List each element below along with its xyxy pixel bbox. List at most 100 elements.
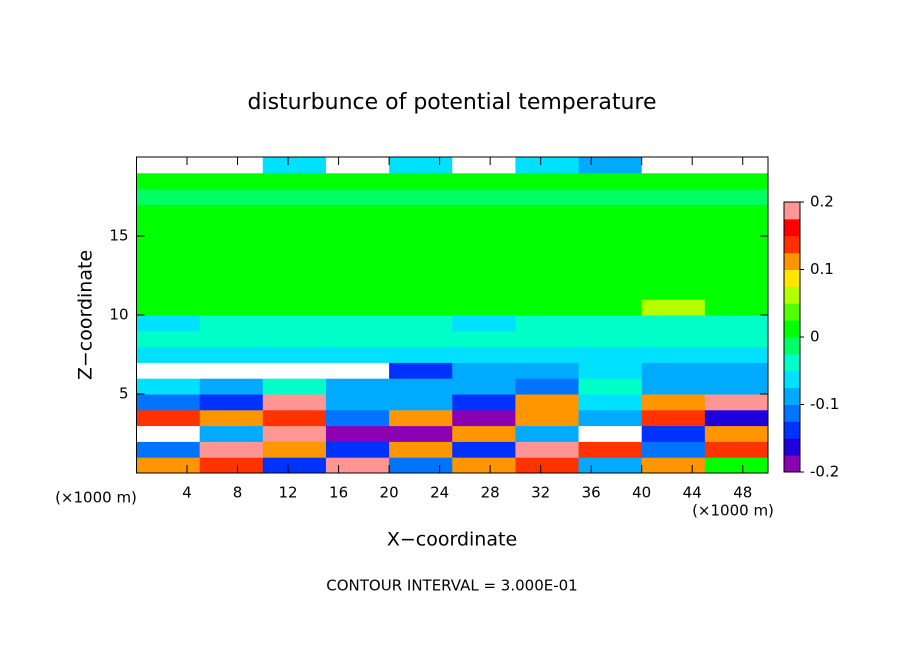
heatmap-cell xyxy=(325,251,390,269)
heatmap-cell xyxy=(704,267,769,284)
heatmap-cell xyxy=(262,362,327,379)
heatmap-cell xyxy=(515,157,580,174)
colorbar-swatch xyxy=(784,370,800,389)
heatmap-cell xyxy=(262,172,327,190)
heatmap-cell xyxy=(578,409,643,427)
heatmap-cell xyxy=(389,267,453,284)
heatmap-cell xyxy=(578,330,643,348)
heatmap-cell xyxy=(452,220,516,237)
colorbar-swatch xyxy=(784,303,800,321)
heatmap-cell xyxy=(704,457,769,474)
x-tick-label: 32 xyxy=(531,484,550,502)
heatmap-cell xyxy=(641,425,706,442)
heatmap-cell xyxy=(136,346,201,363)
heatmap-cell xyxy=(704,220,769,237)
heatmap-cell xyxy=(704,441,769,458)
heatmap-cell xyxy=(389,283,453,300)
heatmap-cell xyxy=(199,457,264,474)
heatmap-cell xyxy=(452,457,516,474)
heatmap-cell xyxy=(389,188,453,205)
heatmap-cell xyxy=(578,236,643,253)
heatmap-cell xyxy=(641,378,706,395)
heatmap-cell xyxy=(389,315,453,332)
heatmap-cell xyxy=(199,220,264,237)
colorbar-tick-label: 0.2 xyxy=(810,193,834,211)
heatmap-cell xyxy=(578,251,643,269)
heatmap-cell xyxy=(389,172,453,190)
colorbar-swatch xyxy=(784,202,800,220)
heatmap-cell xyxy=(704,362,769,379)
heatmap-cell xyxy=(641,251,706,269)
heatmap-cell xyxy=(136,441,201,458)
heatmap-cell xyxy=(325,441,390,458)
heatmap-cell xyxy=(515,457,580,474)
heatmap-cell xyxy=(136,330,201,348)
heatmap-cell xyxy=(325,409,390,427)
colorbar-swatch xyxy=(784,455,800,473)
heatmap-cell xyxy=(199,394,264,411)
heatmap-cell xyxy=(515,378,580,395)
heatmap-cell xyxy=(515,299,580,316)
heatmap-cell xyxy=(389,330,453,348)
heatmap-cell xyxy=(262,299,327,316)
x-tick-label: 36 xyxy=(582,484,601,502)
heatmap-cell xyxy=(262,441,327,458)
x-tick-label: 40 xyxy=(632,484,651,502)
heatmap-cell xyxy=(325,283,390,300)
heatmap-cell xyxy=(325,204,390,221)
heatmap-cell xyxy=(136,204,201,221)
heatmap-cell xyxy=(578,457,643,474)
heatmap-cell xyxy=(578,204,643,221)
x-unit-label: (×1000 m) xyxy=(55,489,137,507)
heatmap-cell xyxy=(389,378,453,395)
colorbar-swatch xyxy=(784,421,800,439)
heatmap-cell xyxy=(325,330,390,348)
x-tick-label: 4 xyxy=(182,484,192,502)
colorbar-swatch xyxy=(784,438,800,456)
heatmap-cell xyxy=(704,236,769,253)
heatmap-cell xyxy=(325,157,390,174)
heatmap-cell xyxy=(136,299,201,316)
heatmap-cell xyxy=(641,394,706,411)
heatmap-cell xyxy=(515,315,580,332)
heatmap-cell xyxy=(641,283,706,300)
heatmap-cell xyxy=(704,315,769,332)
heatmap-cell xyxy=(515,394,580,411)
x-tick-label: 12 xyxy=(279,484,298,502)
colorbar-tick-label: 0.1 xyxy=(810,260,834,278)
heatmap-cell xyxy=(704,157,769,174)
heatmap-cell xyxy=(325,362,390,379)
heatmap-cell xyxy=(136,188,201,205)
heatmap-cell xyxy=(199,299,264,316)
colorbar-swatch xyxy=(784,286,800,304)
heatmap-cell xyxy=(641,330,706,348)
heatmap-cell xyxy=(515,425,580,442)
heatmap-cell xyxy=(325,299,390,316)
heatmap-cell xyxy=(578,425,643,442)
heatmap-cell xyxy=(641,299,706,316)
heatmap-cell xyxy=(704,251,769,269)
heatmap-cell xyxy=(199,409,264,427)
heatmap-cell xyxy=(704,172,769,190)
heatmap-cell xyxy=(389,425,453,442)
heatmap-cell xyxy=(452,378,516,395)
heatmap-cell xyxy=(262,425,327,442)
colorbar-swatch xyxy=(784,235,800,254)
heatmap-cell xyxy=(262,409,327,427)
heatmap-cell xyxy=(515,251,580,269)
x-tick-label: 16 xyxy=(329,484,348,502)
x-tick-label: 44 xyxy=(683,484,702,502)
heatmap-cell xyxy=(262,251,327,269)
heatmap-cell xyxy=(452,425,516,442)
heatmap-cell xyxy=(515,283,580,300)
heatmap-cell xyxy=(136,220,201,237)
heatmap-cell xyxy=(389,457,453,474)
heatmap-cell xyxy=(199,330,264,348)
heatmap-cell xyxy=(578,220,643,237)
heatmap-cell xyxy=(515,362,580,379)
heatmap-cell xyxy=(641,457,706,474)
heatmap-cell xyxy=(641,157,706,174)
heatmap-cell xyxy=(389,236,453,253)
heatmap-cell xyxy=(704,409,769,427)
heatmap-cell xyxy=(262,267,327,284)
